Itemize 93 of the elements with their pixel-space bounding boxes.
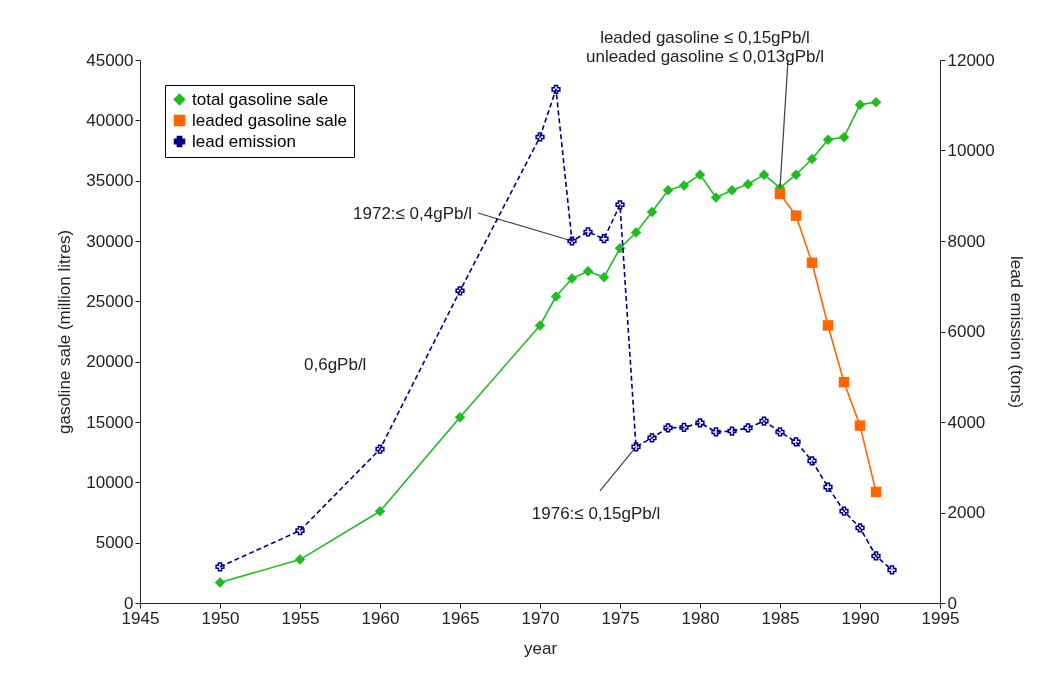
point: [790, 169, 802, 180]
point: [855, 523, 865, 533]
annotation: 1976:≤ 0,15gPb/l: [531, 503, 661, 523]
point: [871, 551, 881, 561]
point: [839, 506, 849, 516]
y2-tick-label: 2000: [947, 503, 986, 522]
x-tick-label: 1970: [521, 608, 560, 628]
point: [663, 423, 673, 433]
legend-label: leaded gasoline sale: [192, 110, 348, 130]
x-tick-label: 1955: [281, 608, 320, 628]
y2-tick-label: 8000: [947, 231, 986, 251]
point: [759, 416, 769, 426]
y-tick-label: 5000: [95, 533, 134, 553]
point: [567, 236, 577, 246]
y2-axis-title: lead emission (tons): [1006, 255, 1026, 409]
point: [775, 427, 785, 437]
point: [583, 227, 593, 237]
point: [887, 565, 897, 575]
point: [870, 96, 882, 108]
y-axis-title: gasoline sale (million litres): [55, 229, 75, 435]
point: [743, 423, 753, 433]
point: [822, 134, 834, 145]
y-tick-label: 15000: [86, 412, 134, 432]
annotation: 1972:≤ 0,4gPb/l: [353, 204, 472, 223]
point: [566, 273, 578, 284]
point: [791, 437, 801, 447]
point: [375, 444, 385, 454]
y-tick-label: 20000: [86, 352, 134, 372]
x-axis-title: year: [523, 638, 558, 658]
point: [294, 554, 306, 565]
point: [647, 433, 657, 443]
x-tick-label: 1960: [361, 608, 400, 628]
x-tick-label: 1990: [841, 608, 880, 628]
y2-tick-label: 10000: [947, 141, 995, 160]
point: [726, 185, 738, 196]
point: [854, 420, 866, 431]
point: [806, 257, 818, 268]
y-tick-label: 35000: [86, 171, 134, 191]
x-tick-label: 1950: [201, 608, 240, 628]
point: [295, 525, 305, 536]
point: [790, 210, 802, 221]
point: [630, 227, 642, 238]
point: [854, 99, 866, 110]
annotation: leaded gasoline ≤ 0,15gPb/l unleaded gasoline ≤ 0,013gPb/l: [585, 27, 825, 66]
point: [678, 180, 690, 191]
x-tick-label: 1975: [601, 608, 640, 628]
legend-label: total gasoline sale: [192, 89, 329, 109]
point: [534, 320, 546, 331]
point: [727, 426, 737, 436]
x-tick-label: 1980: [681, 608, 720, 628]
x-tick-label: 1985: [761, 608, 800, 628]
point: [710, 192, 722, 203]
point: [631, 442, 641, 452]
point: [550, 291, 562, 302]
point: [774, 188, 786, 200]
y-tick-label: 40000: [86, 110, 134, 130]
point: [711, 427, 721, 437]
y-tick-label: 10000: [86, 472, 134, 492]
point: [535, 132, 545, 142]
point: [806, 153, 818, 165]
point: [694, 169, 706, 180]
y2-tick-label: 4000: [947, 412, 986, 432]
legend-label: lead emission: [192, 131, 296, 151]
y-tick-label: 25000: [86, 291, 134, 311]
point: [215, 562, 225, 572]
point: [838, 376, 850, 388]
point: [807, 456, 817, 466]
point: [551, 84, 561, 95]
point: [582, 265, 594, 277]
point: [870, 486, 882, 498]
y2-tick-label: 6000: [947, 322, 986, 341]
annotation: 0,6gPb/l: [304, 355, 367, 375]
y-tick-label: 30000: [86, 231, 134, 251]
point: [598, 271, 610, 283]
point: [838, 131, 850, 143]
point: [599, 234, 609, 244]
point: [679, 422, 689, 433]
x-tick-label: 1965: [441, 608, 480, 628]
point: [758, 169, 770, 180]
y-tick-label: 45000: [86, 50, 134, 70]
point: [214, 577, 226, 588]
point: [615, 200, 625, 210]
point: [614, 243, 626, 254]
point: [454, 411, 466, 423]
point: [742, 179, 754, 190]
point: [455, 286, 465, 296]
point: [822, 320, 834, 331]
point: [823, 482, 833, 492]
point: [695, 418, 705, 428]
point: [374, 506, 386, 517]
point: [662, 185, 674, 196]
point: [646, 206, 658, 218]
y2-tick-label: 12000: [947, 50, 995, 70]
